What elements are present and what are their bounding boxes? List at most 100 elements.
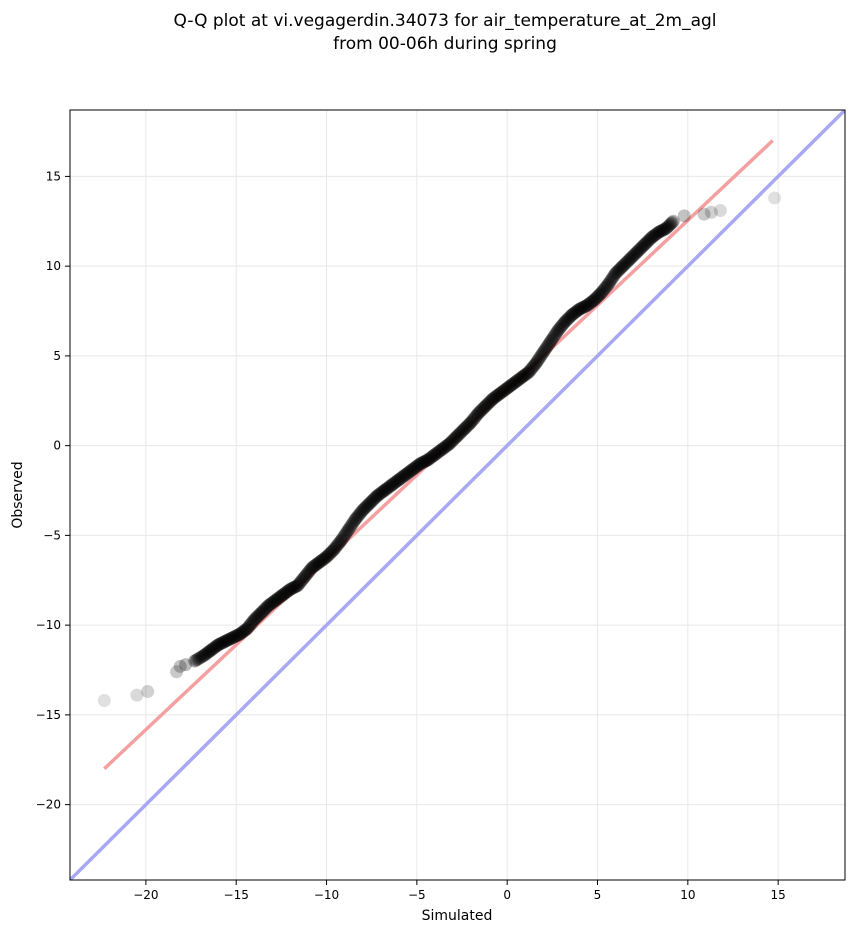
quantile-point [419,454,433,468]
y-tick-label: −10 [36,618,61,632]
quantile-point [345,518,359,532]
x-tick-label: 15 [771,888,786,902]
quantile-point [338,528,352,542]
quantile-point [356,503,370,517]
quantile-point [198,648,212,662]
quantile-point [447,432,461,446]
quantile-point [604,274,618,288]
quantile-point [227,630,241,644]
quantile-point [395,470,409,484]
quantile-point [640,235,654,249]
quantile-point [482,396,496,410]
quantile-point [516,370,530,384]
quantile-point [329,540,343,554]
quantile-point [426,449,440,463]
quantile-point [226,631,240,645]
quantile-point [444,436,458,450]
quantile-point [603,275,617,289]
reference-lines [70,110,845,880]
quantile-point [568,306,582,320]
quantile-point [239,623,253,637]
quantile-point [264,597,278,611]
quantile-point [403,465,417,479]
quantile-point [282,583,296,597]
quantile-point [625,250,639,264]
quantile-point [393,472,407,486]
quantile-point [350,511,364,525]
quantile-point [430,446,444,460]
quantile-point [621,254,635,268]
quantile-point [432,445,446,459]
x-axis-ticks: −20 −15 −10 −5 0 5 10 15 [133,880,786,902]
chart-title: Q-Q plot at vi.vegagerdin.34073 for air_… [173,11,716,31]
quantile-point [342,521,356,535]
quantile-point [651,226,665,240]
quantile-point [578,299,592,313]
quantile-point [677,209,691,223]
quantile-point [276,588,290,602]
quantile-point [376,484,390,498]
y-tick-label: 15 [46,169,61,183]
quantile-point [286,581,300,595]
x-tick-label: −10 [314,888,339,902]
quantile-point [488,390,502,404]
quantile-point [303,564,317,578]
quantile-point [493,387,507,401]
quantile-point [631,244,645,258]
quantile-point [598,282,612,296]
quantile-point [321,549,335,563]
quantile-point [323,546,337,560]
quantile-point [271,591,285,605]
quantile-point [580,299,594,313]
quantile-point [530,354,544,368]
quantile-point [450,430,464,444]
quantile-point [238,624,252,638]
quantile-point [601,277,615,291]
quantile-point [503,379,517,393]
quantile-point [209,640,223,654]
quantile-point [141,685,155,699]
quantile-points [97,191,782,708]
quantile-point [460,419,474,433]
quantile-point [229,629,243,643]
quantile-point [310,557,324,571]
quantile-point [434,443,448,457]
quantile-point [513,371,527,385]
quantile-point [507,376,521,390]
quantile-point [256,604,270,618]
quantile-point [630,245,644,259]
quantile-point [253,607,267,621]
quantile-point [485,393,499,407]
quantile-point [489,389,503,403]
quantile-point [505,378,519,392]
quantile-point [399,467,413,481]
quantile-point [559,314,573,328]
quantile-point [646,230,660,244]
quantile-point [497,384,511,398]
y-axis-ticks: −20 −15 −10 −5 0 5 10 15 [36,169,70,812]
quantile-point [275,589,289,603]
x-tick-label: 0 [503,888,511,902]
quantile-point [446,433,460,447]
quantile-point [547,329,561,343]
quantile-point [457,422,471,436]
quantile-point [416,455,430,469]
quantile-point [427,449,441,463]
quantile-point [328,541,342,555]
quantile-point [589,291,603,305]
quantile-point [306,560,320,574]
quantile-point [245,616,259,630]
quantile-point [643,232,657,246]
quantile-point [535,347,549,361]
quantile-point [413,457,427,471]
quantile-point [648,228,662,242]
quantile-point [548,327,562,341]
quantile-point [218,634,232,648]
quantile-point [480,398,494,412]
quantile-point [495,385,509,399]
quantile-point [236,624,250,638]
quantile-point [230,628,244,642]
quantile-point [401,466,415,480]
quantile-point [509,375,523,389]
quantile-point [257,603,271,617]
